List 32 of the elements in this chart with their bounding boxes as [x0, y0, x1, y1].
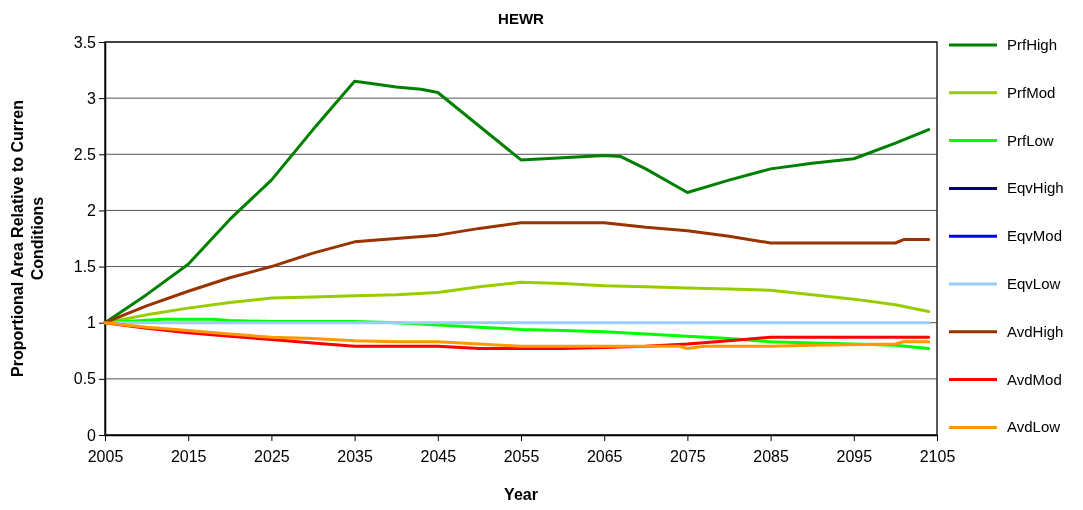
y-tick-label: 0	[87, 426, 97, 444]
y-tick-label: 2.5	[73, 145, 97, 163]
legend-label: PrfHigh	[1007, 36, 1058, 53]
line-series	[103, 221, 931, 325]
y-tick-label: 3	[87, 89, 97, 107]
legend-label: EqvLow	[1007, 275, 1061, 292]
x-tick-label: 2035	[337, 447, 373, 465]
x-tick-label: 2005	[87, 447, 124, 465]
x-tick-label: 2045	[420, 447, 457, 465]
x-tick-label: 2025	[254, 447, 290, 465]
legend-label: PrfMod	[1007, 83, 1056, 101]
x-tick-label: 2085	[753, 447, 789, 465]
y-tick-label: 1	[87, 314, 97, 332]
x-tick-label: 2065	[586, 447, 623, 465]
y-tick-label: 1.5	[73, 258, 97, 276]
legend-label: EqvHigh	[1007, 179, 1064, 197]
legend-label: AvdHigh	[1007, 322, 1064, 340]
x-tick-label: 2105	[919, 447, 956, 465]
x-axis-title: Year	[504, 486, 538, 503]
x-tick-label: 2095	[836, 447, 873, 465]
y-tick-label: 3.5	[73, 33, 97, 51]
chart-title: HEWR	[498, 10, 545, 27]
legend-label: EqvMod	[1007, 227, 1063, 245]
y-tick-label: 2	[87, 202, 97, 220]
legend-label: AvdLow	[1007, 418, 1061, 436]
y-tick-label: 0.5	[73, 370, 97, 388]
legend-label: AvdMod	[1007, 370, 1062, 388]
legend-label: PrfLow	[1007, 131, 1054, 149]
x-tick-label: 2015	[170, 447, 207, 465]
x-tick-label: 2055	[503, 447, 540, 465]
y-axis-title: Proportional Area Relative to Curren Conditions	[9, 100, 46, 377]
x-tick-label: 2075	[670, 447, 706, 465]
